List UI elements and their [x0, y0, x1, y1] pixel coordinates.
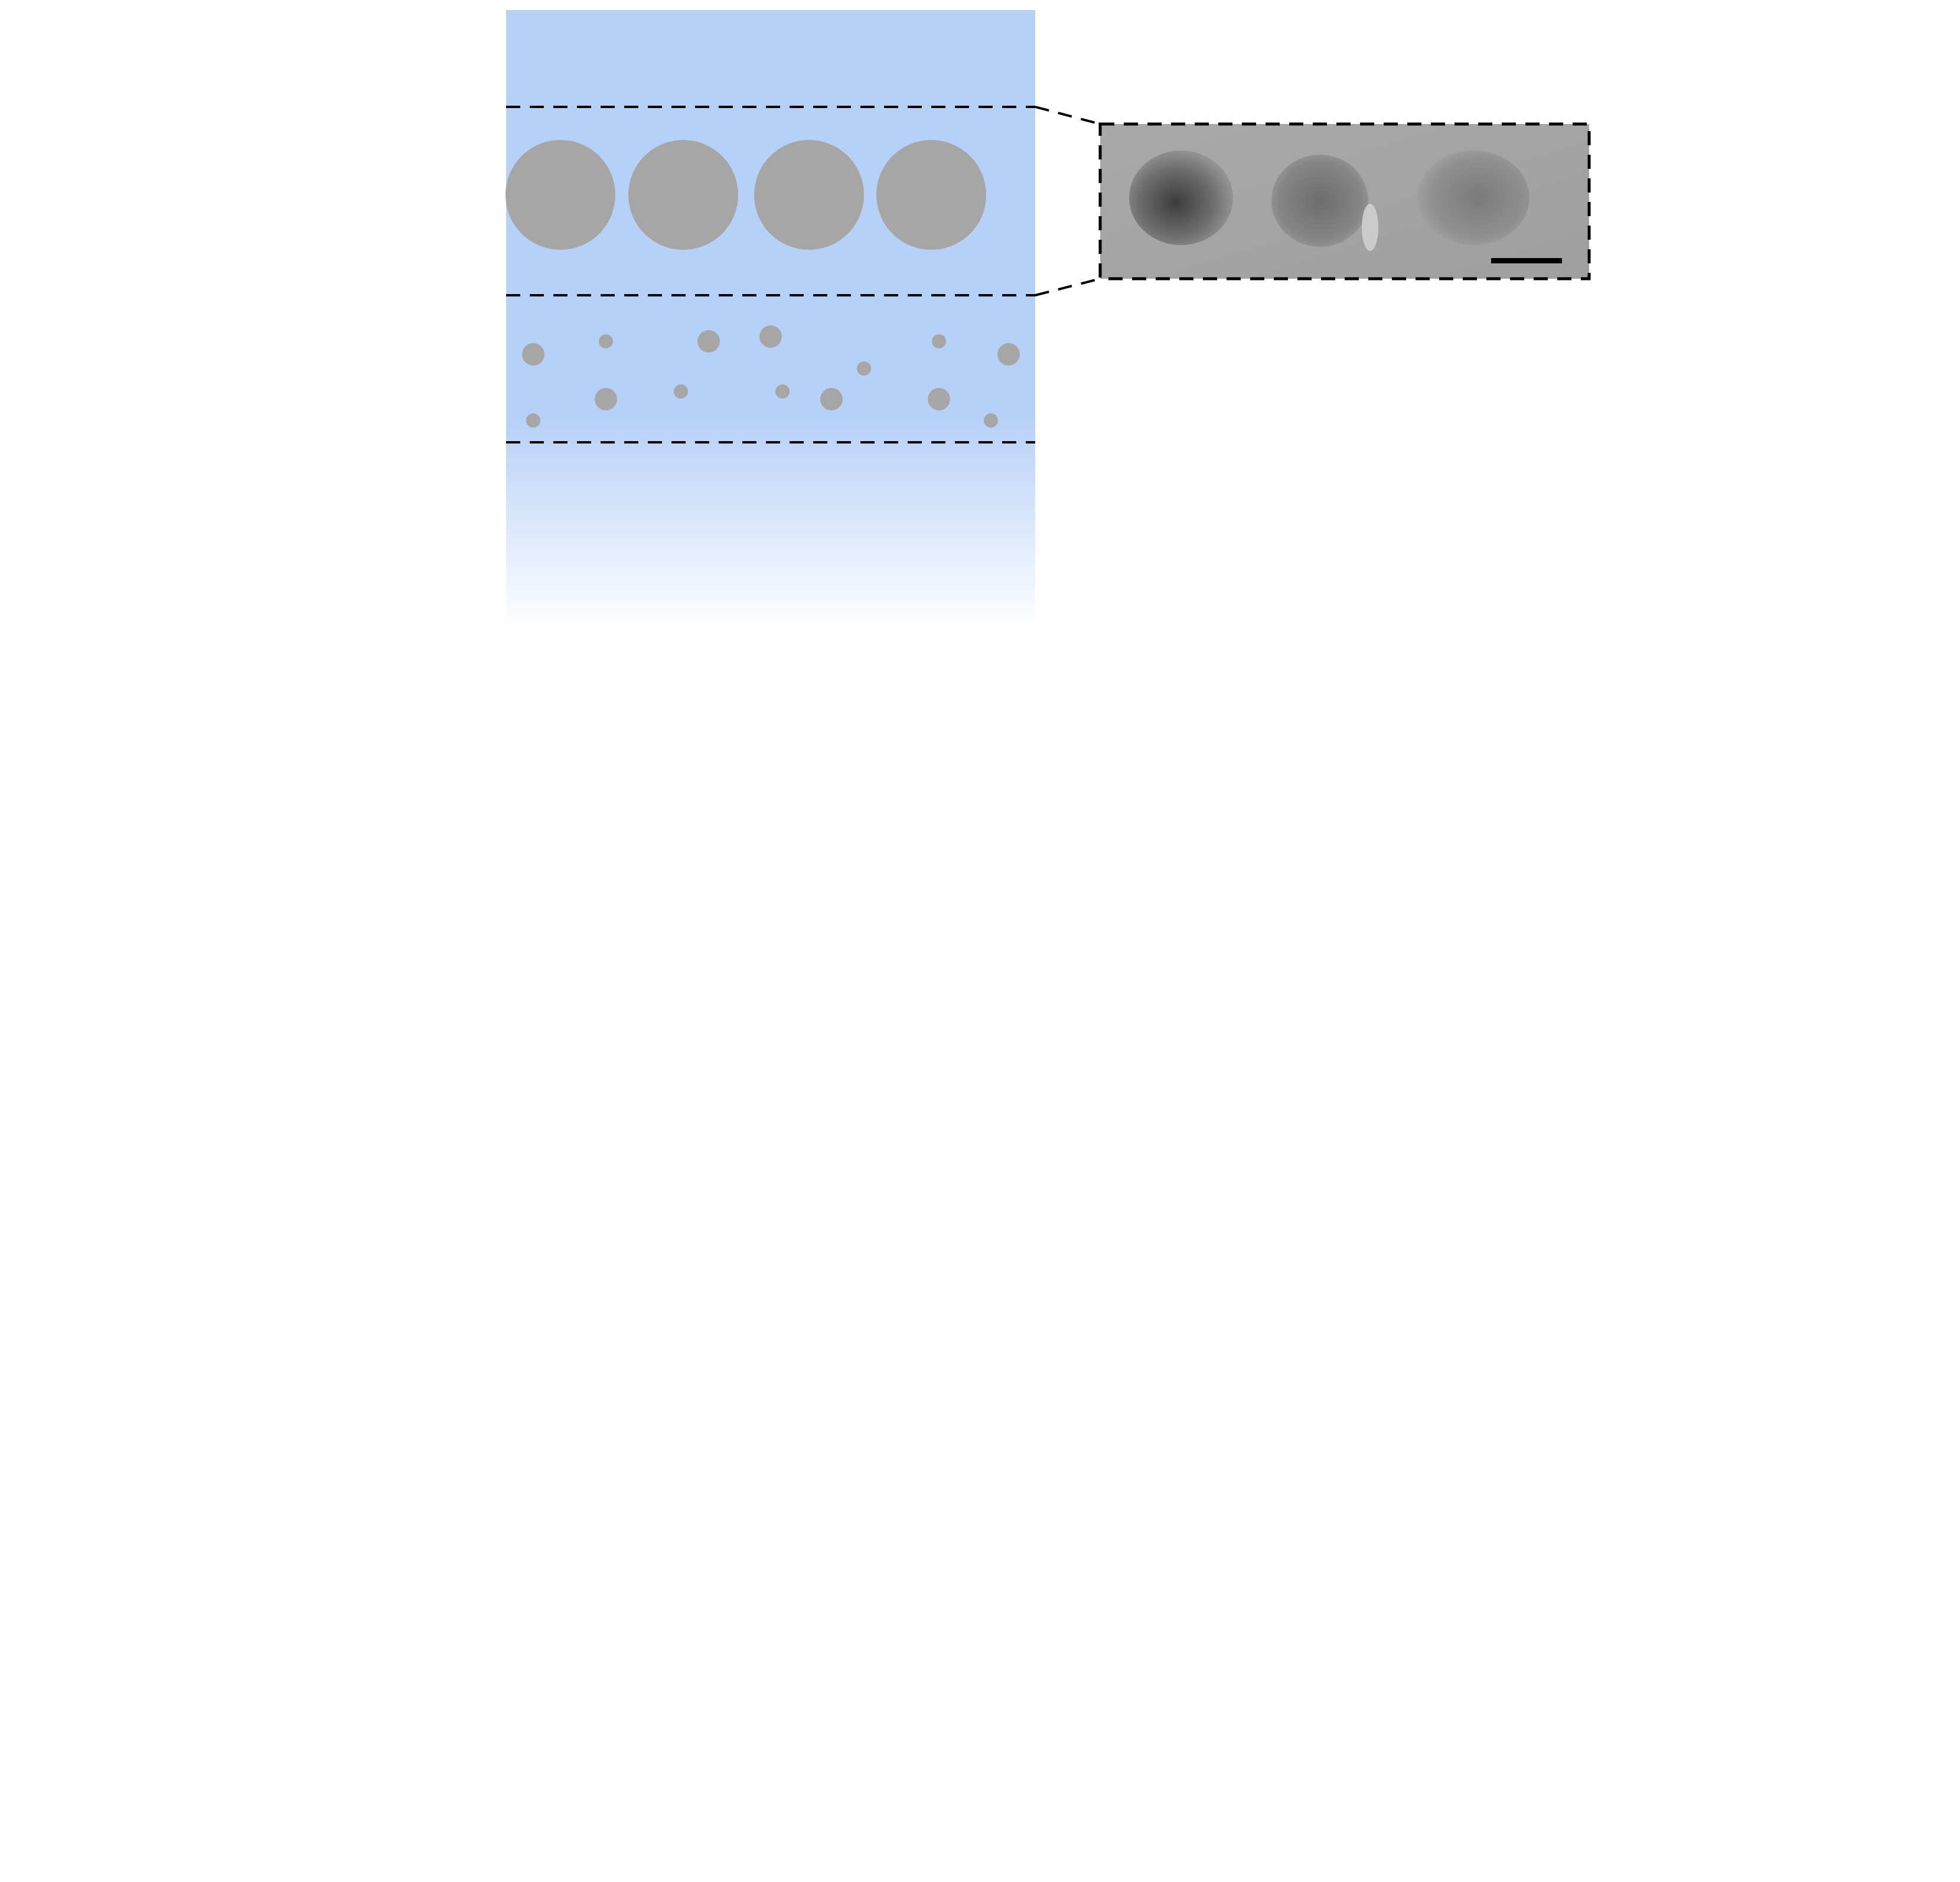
small-particle [697, 330, 720, 353]
panel-a [506, 10, 1591, 630]
small-particle [775, 384, 790, 399]
small-particle [932, 334, 946, 348]
vo2-particle [628, 140, 738, 250]
zoom-connector-top [1035, 106, 1101, 125]
vo2-particle [754, 140, 864, 250]
tem-nanoparticle [1129, 151, 1233, 245]
sio2-matrix-lower [506, 418, 1035, 630]
small-particle [674, 384, 688, 399]
small-particle [857, 361, 871, 376]
scale-bar [1491, 258, 1562, 263]
zoom-connector-bottom [1035, 278, 1101, 296]
tem-frame [1098, 122, 1591, 280]
small-particle [928, 388, 950, 410]
small-particle [820, 388, 843, 410]
small-particle [526, 413, 540, 428]
small-particle [759, 325, 782, 348]
small-particle [984, 413, 998, 428]
small-particles [522, 325, 1020, 428]
vo2-particle [506, 140, 615, 250]
small-particle [522, 343, 544, 366]
tem-bright-facet [1362, 204, 1378, 251]
vo2-particle [876, 140, 986, 250]
small-particle [599, 334, 613, 348]
small-particle [997, 343, 1020, 366]
tem-nanoparticle [1417, 151, 1529, 245]
small-particle [595, 388, 617, 410]
tem-image [1098, 122, 1591, 280]
tem-nanoparticle [1271, 155, 1368, 247]
